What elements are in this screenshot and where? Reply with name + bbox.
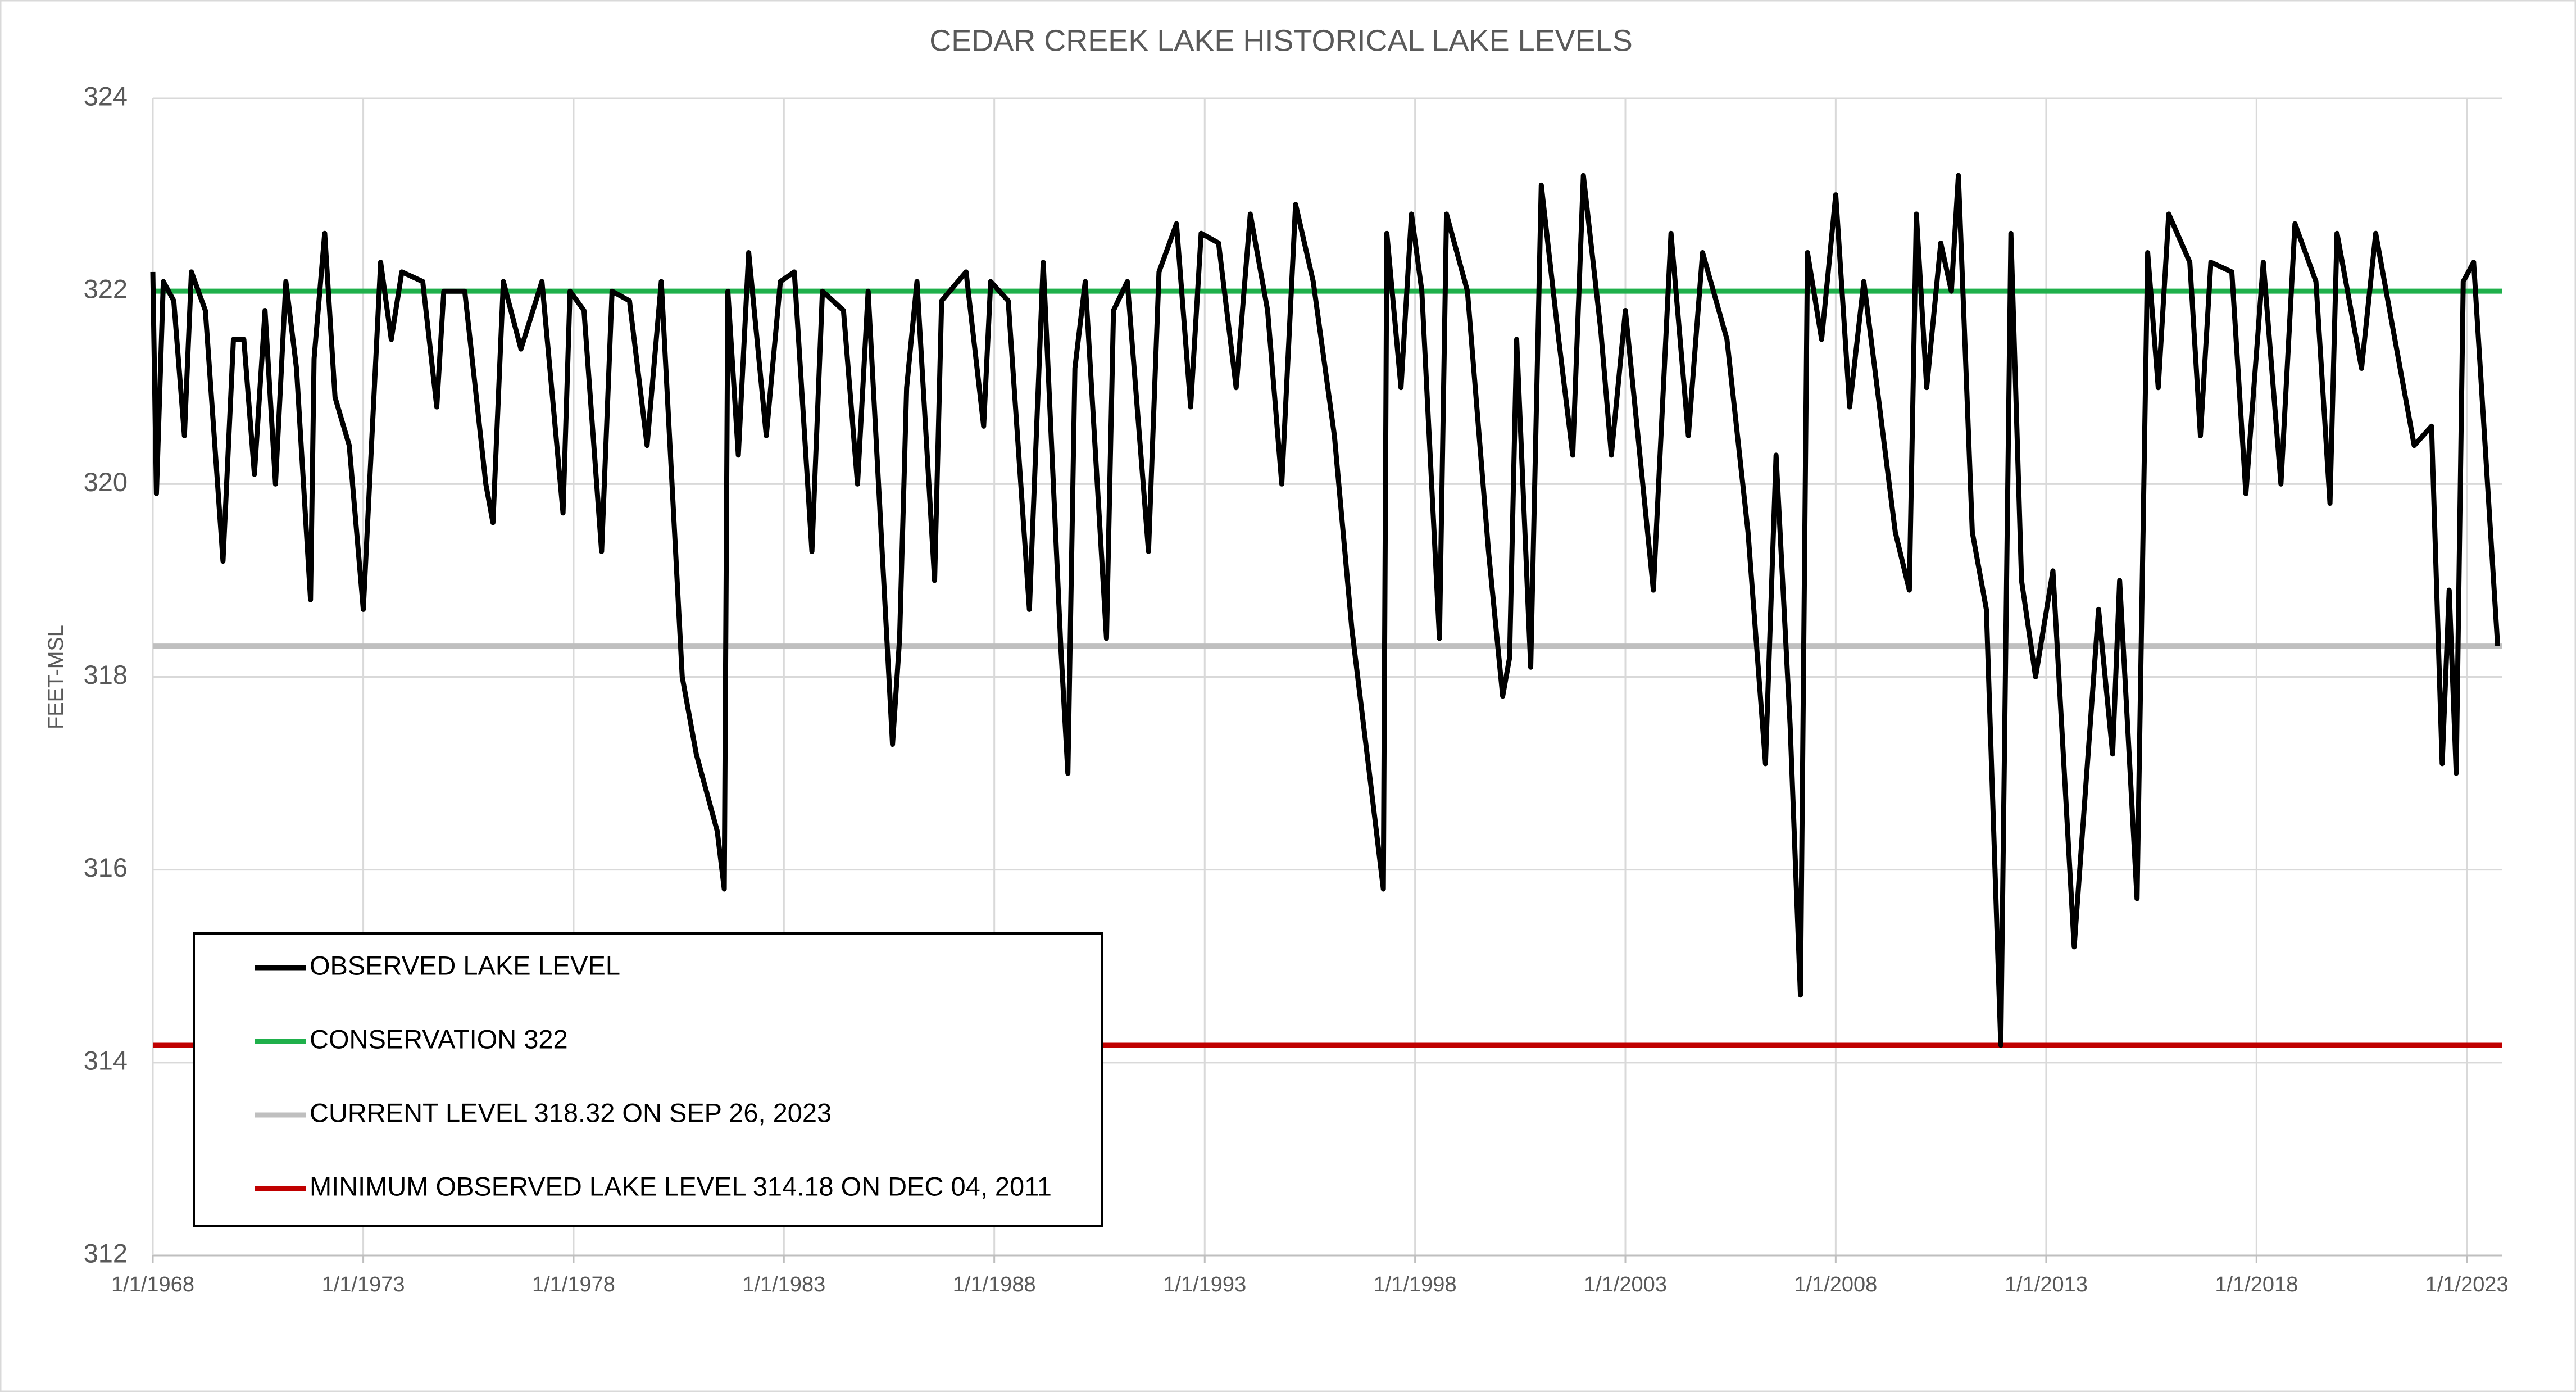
y-axis-label: FEET-MSL (44, 625, 68, 729)
y-tick-label: 314 (84, 1045, 128, 1075)
legend-label: CONSERVATION 322 (310, 1024, 568, 1054)
y-tick-label: 324 (84, 81, 128, 111)
x-tick-label: 1/1/1983 (742, 1273, 825, 1296)
x-tick-label: 1/1/1993 (1163, 1273, 1246, 1296)
x-tick-label: 1/1/2023 (2425, 1273, 2509, 1296)
x-tick-label: 1/1/2018 (2215, 1273, 2298, 1296)
y-tick-label: 316 (84, 853, 128, 882)
x-tick-label: 1/1/2013 (2005, 1273, 2088, 1296)
y-tick-label: 318 (84, 660, 128, 690)
legend-box (193, 932, 1103, 1227)
legend-label: OBSERVED LAKE LEVEL (310, 950, 620, 980)
data-line (150, 173, 2501, 1048)
x-tick-label: 1/1/2003 (1584, 1273, 1667, 1296)
x-tick-label: 1/1/2008 (1794, 1273, 1877, 1296)
legend-label: CURRENT LEVEL 318.32 ON SEP 26, 2023 (310, 1098, 832, 1127)
legend-label: MINIMUM OBSERVED LAKE LEVEL 314.18 ON DE… (310, 1171, 1052, 1201)
x-tick-label: 1/1/1973 (322, 1273, 405, 1296)
y-tick-label: 320 (84, 467, 128, 497)
y-tick-label: 322 (84, 274, 128, 304)
x-tick-label: 1/1/1988 (953, 1273, 1036, 1296)
x-tick-label: 1/1/1968 (111, 1273, 194, 1296)
x-tick-label: 1/1/1978 (532, 1273, 615, 1296)
y-tick-label: 312 (84, 1238, 128, 1268)
x-tick-label: 1/1/1998 (1374, 1273, 1457, 1296)
chart-title: CEDAR CREEK LAKE HISTORICAL LAKE LEVELS (929, 24, 1632, 57)
